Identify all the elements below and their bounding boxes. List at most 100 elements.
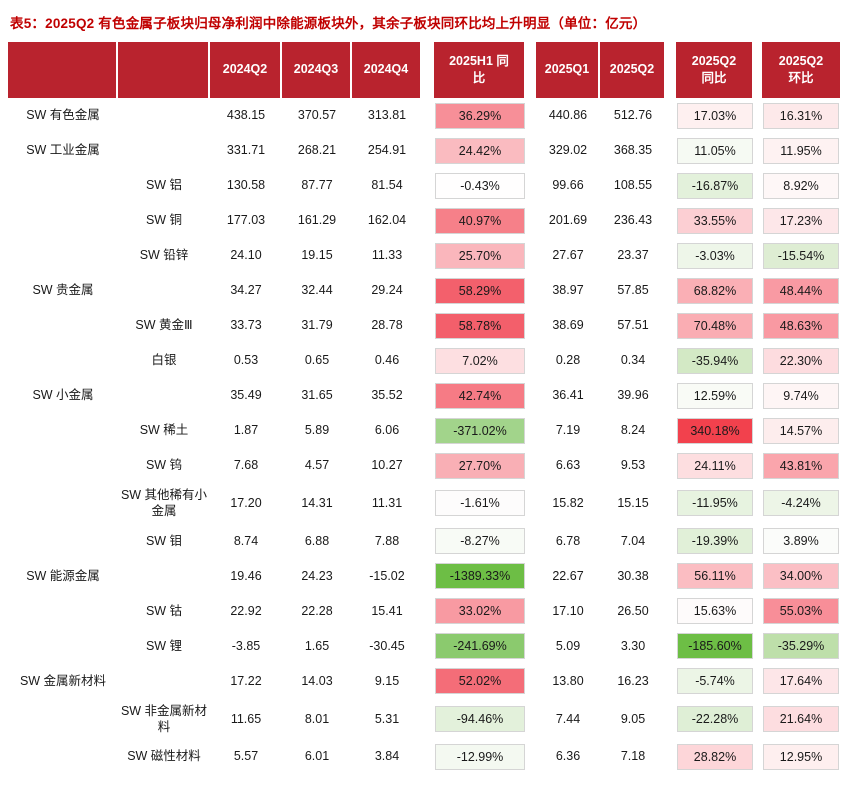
row-label: SW 金属新材料 [19, 673, 107, 688]
cell-2024q2: 1.87 [233, 423, 259, 438]
cell-2025q2-qoq: 21.64% [763, 705, 839, 732]
cell-2024q3: 1.65 [304, 638, 330, 653]
row-label: SW 磁性材料 [127, 749, 201, 764]
cell-2025q2-yoy: 33.55% [677, 207, 753, 234]
cell-2025h1-yoy: 25.70% [435, 242, 525, 269]
cell-2024q4: 254.91 [367, 143, 407, 158]
header-2025q2: 2025Q2 [600, 42, 666, 98]
cell-2025h1-yoy: -1.61% [435, 490, 525, 517]
cell-2025h1-yoy: -1389.33% [435, 563, 525, 589]
cell-2024q3: 19.15 [301, 248, 333, 263]
cell-2024q2: 331.71 [226, 143, 266, 158]
cell-2025h1-yoy: -371.02% [435, 417, 525, 444]
cell-2024q2: -3.85 [231, 638, 261, 653]
cell-2024q3: 8.01 [304, 711, 330, 726]
cell-2025h1-yoy: 58.78% [435, 312, 525, 339]
cell-2025q1: 15.82 [552, 496, 584, 511]
row-label: SW 有色金属 [26, 108, 100, 123]
table-row: SW 锂 -3.85 1.65 -30.45 -241.69% 5.09 3.30 -185.… [8, 629, 841, 664]
cell-2025q1: 27.67 [552, 248, 584, 263]
row-label: SW 贵金属 [32, 283, 94, 298]
cell-2024q3: 22.28 [301, 603, 333, 618]
cell-2025q2-qoq: 48.44% [763, 277, 839, 304]
cell-2024q3: 31.79 [301, 318, 333, 333]
cell-2025h1-yoy: 27.70% [435, 452, 525, 479]
cell-2025q2-qoq: 3.89% [763, 528, 839, 554]
cell-2025q1: 6.36 [555, 749, 581, 764]
table-row: 白银 0.53 0.65 0.46 7.02% 0.28 0.34 -35.94% 22.30% [8, 343, 841, 378]
cell-2024q4: 35.52 [371, 388, 403, 403]
cell-2025h1-yoy: -241.69% [435, 633, 525, 659]
cell-2024q2: 7.68 [233, 458, 259, 473]
cell-2024q2: 8.74 [233, 533, 259, 548]
table-row: SW 铜 177.03 161.29 162.04 40.97% 201.69 236.43… [8, 203, 841, 238]
cell-2025q2: 3.30 [620, 638, 646, 653]
cell-2025q2-yoy: 28.82% [677, 743, 753, 770]
cell-2024q4: 3.84 [374, 749, 400, 764]
cell-2025q2-qoq: -15.54% [763, 242, 839, 269]
cell-2024q3: 31.65 [301, 388, 333, 403]
row-label: SW 工业金属 [26, 143, 100, 158]
table-row: SW 铝 130.58 87.77 81.54 -0.43% 99.66 108.55 -16… [8, 168, 841, 203]
cell-2025q2-qoq: 14.57% [763, 417, 839, 444]
cell-2025h1-yoy: 58.29% [435, 277, 525, 304]
row-label: SW 能源金属 [26, 568, 100, 583]
cell-2024q3: 87.77 [301, 178, 333, 193]
cell-2025q2-qoq: -4.24% [763, 490, 839, 517]
cell-2024q3: 161.29 [297, 213, 337, 228]
cell-2025h1-yoy: 42.74% [435, 382, 525, 409]
cell-2025q2-yoy: -3.03% [677, 242, 753, 269]
cell-2025q2: 8.24 [620, 423, 646, 438]
cell-2024q3: 24.23 [301, 568, 333, 583]
data-table: 2024Q2 2024Q3 2024Q4 2025H1 同 比 2025Q1 2… [8, 42, 841, 774]
cell-2024q2: 17.20 [230, 496, 262, 511]
table-row: SW 钨 7.68 4.57 10.27 27.70% 6.63 9.53 24.11% 43.… [8, 448, 841, 483]
cell-2024q3: 32.44 [301, 283, 333, 298]
header-name-cell-b [118, 42, 210, 98]
cell-2024q2: 22.92 [230, 603, 262, 618]
cell-2025q2-yoy: -185.60% [677, 633, 753, 659]
cell-2025q2: 368.35 [613, 143, 653, 158]
header-2025h1-yoy: 2025H1 同 比 [434, 42, 526, 98]
cell-2024q3: 6.88 [304, 533, 330, 548]
cell-2025q2: 512.76 [613, 108, 653, 123]
cell-2025q2-qoq: 11.95% [763, 137, 839, 164]
cell-2025q2: 57.85 [617, 283, 649, 298]
cell-2025q2-qoq: 8.92% [763, 172, 839, 199]
cell-2024q3: 0.65 [304, 353, 330, 368]
cell-2024q3: 6.01 [304, 749, 330, 764]
table-row: SW 磁性材料 5.57 6.01 3.84 -12.99% 6.36 7.18 28.82%… [8, 739, 841, 774]
header-2025q1: 2025Q1 [536, 42, 600, 98]
cell-2024q4: 6.06 [374, 423, 400, 438]
cell-2025q2: 30.38 [617, 568, 649, 583]
cell-2025q2: 7.18 [620, 749, 646, 764]
table-header-row: 2024Q2 2024Q3 2024Q4 2025H1 同 比 2025Q1 2… [8, 42, 841, 98]
cell-2025h1-yoy: 36.29% [435, 102, 525, 129]
cell-2025q2: 108.55 [613, 178, 653, 193]
cell-2025q1: 0.28 [555, 353, 581, 368]
cell-2025q2-qoq: 17.64% [763, 668, 839, 694]
cell-2025q2: 23.37 [617, 248, 649, 263]
cell-2024q2: 17.22 [230, 673, 262, 688]
cell-2025q2-qoq: 9.74% [763, 382, 839, 409]
header-2024q3: 2024Q3 [282, 42, 352, 98]
cell-2025q1: 36.41 [552, 388, 584, 403]
cell-2024q2: 34.27 [230, 283, 262, 298]
cell-2025q2: 39.96 [617, 388, 649, 403]
cell-2025q2: 7.04 [620, 533, 646, 548]
cell-2025q1: 13.80 [552, 673, 584, 688]
cell-2025q2: 16.23 [617, 673, 649, 688]
header-2024q4: 2024Q4 [352, 42, 422, 98]
cell-2025h1-yoy: 40.97% [435, 207, 525, 234]
header-name-cell-a [8, 42, 118, 98]
cell-2025q1: 38.97 [552, 283, 584, 298]
cell-2024q4: 7.88 [374, 533, 400, 548]
cell-2024q3: 4.57 [304, 458, 330, 473]
table-row: SW 小金属 35.49 31.65 35.52 42.74% 36.41 39.96 12.… [8, 378, 841, 413]
cell-2025q2: 9.53 [620, 458, 646, 473]
header-2025q2-qoq: 2025Q2 环比 [762, 42, 840, 98]
cell-2024q4: 10.27 [371, 458, 403, 473]
cell-2025q2-qoq: 55.03% [763, 598, 839, 624]
table-title: 表5：2025Q2 有色金属子板块归母净利润中除能源板块外，其余子板块同环比均上… [10, 16, 647, 31]
table-row: SW 非金属新材料 11.65 8.01 5.31 -94.46% 7.44 9.05 -22… [8, 699, 841, 740]
